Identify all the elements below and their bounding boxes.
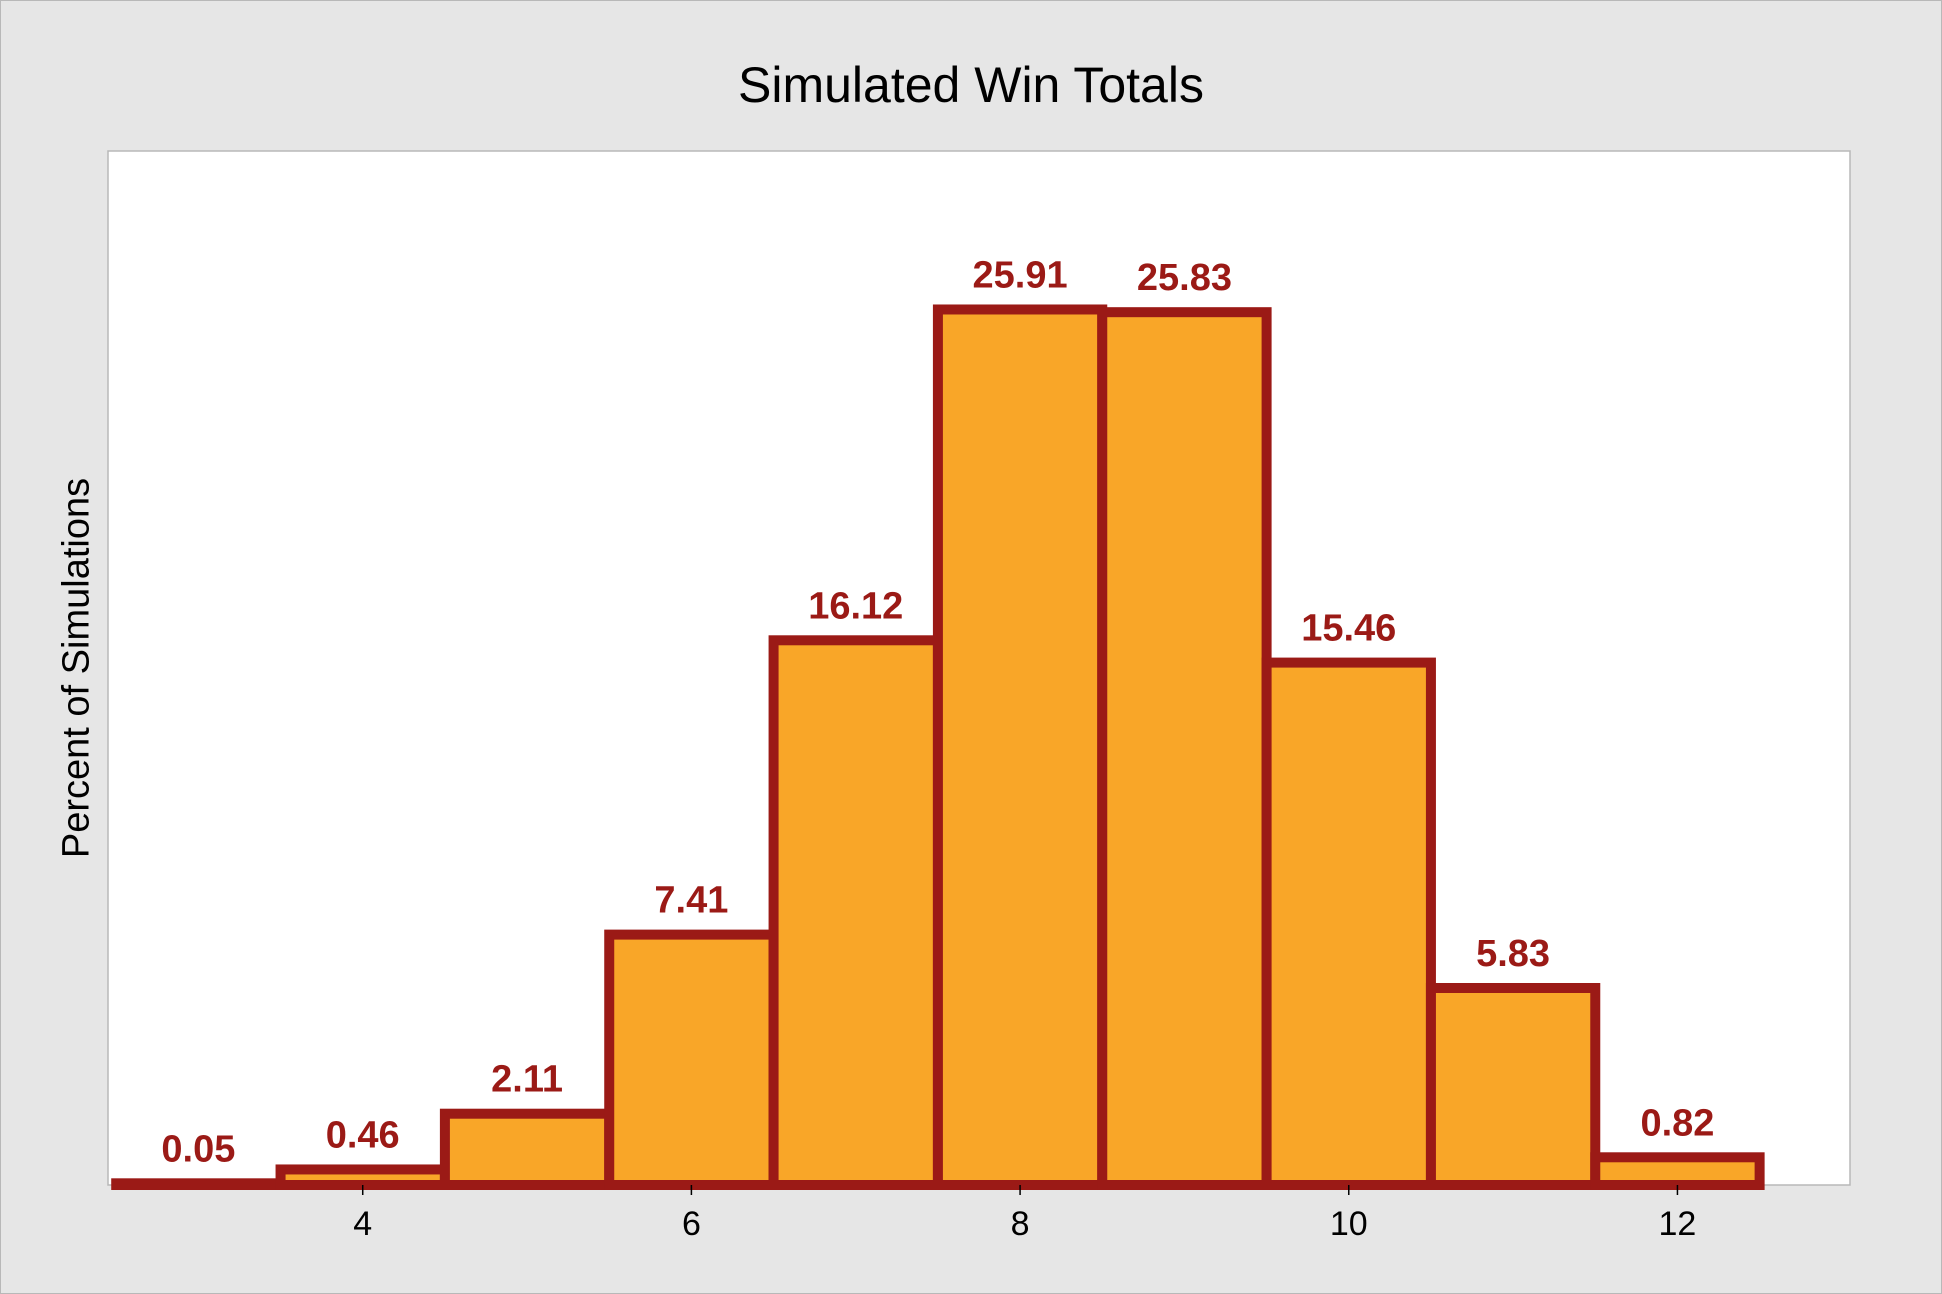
bar-value-label: 25.83 <box>1137 257 1232 299</box>
bar-5 <box>439 1108 615 1190</box>
bar-6 <box>604 929 779 1190</box>
x-tick-label: 12 <box>1659 1205 1697 1243</box>
bar-value-label: 0.05 <box>161 1128 235 1170</box>
bar-value-label: 2.11 <box>491 1059 563 1101</box>
bar-8 <box>932 304 1108 1191</box>
bar-value-label: 0.82 <box>1640 1102 1714 1144</box>
x-axis: 4 6 8 10 12 <box>353 1185 1696 1243</box>
bar-value-label: 0.46 <box>326 1114 400 1156</box>
bar-11 <box>1425 982 1601 1190</box>
bar-3 <box>111 1178 286 1190</box>
bar-7 <box>768 635 943 1190</box>
bar-value-label: 15.46 <box>1301 608 1396 650</box>
bar-value-label: 7.41 <box>654 880 728 922</box>
chart-title: Simulated Win Totals <box>738 57 1204 113</box>
x-tick-label: 4 <box>353 1205 372 1243</box>
x-tick-label: 6 <box>682 1205 701 1243</box>
bar-4 <box>275 1164 450 1190</box>
bar-9 <box>1097 307 1272 1190</box>
bar-value-label: 25.91 <box>973 254 1068 296</box>
data-labels-layer: 0.05 0.46 2.11 7.41 16.12 25.91 25.83 15.46 5.83… <box>161 254 1714 1170</box>
bar-value-label: 5.83 <box>1476 933 1550 975</box>
bar-12 <box>1590 1152 1765 1190</box>
bar-10 <box>1261 657 1436 1190</box>
bar-value-label: 16.12 <box>808 585 903 627</box>
x-tick-label: 10 <box>1330 1205 1368 1243</box>
x-tick-label: 8 <box>1011 1205 1030 1243</box>
